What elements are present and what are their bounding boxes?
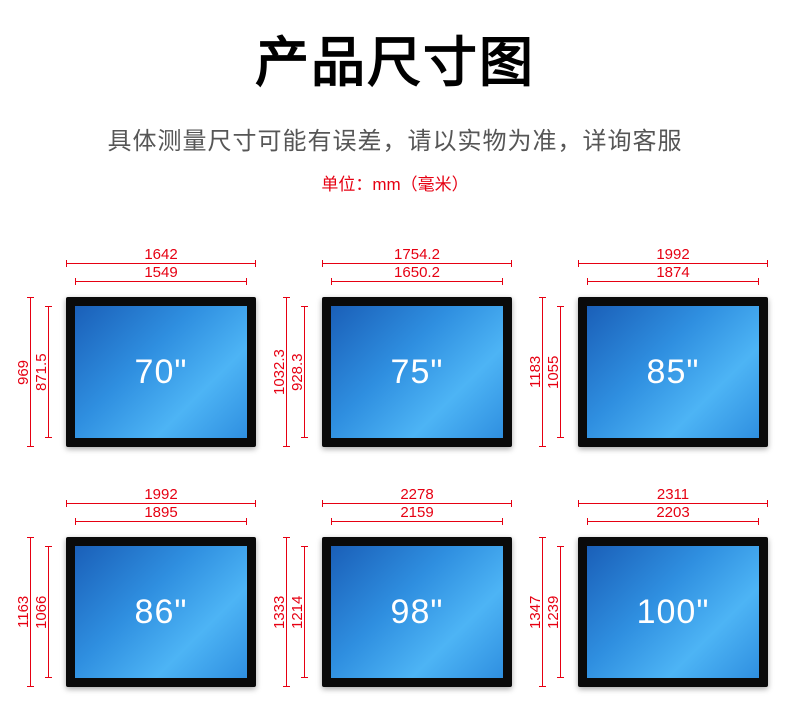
size-cell: 1992 1874 1183 1055 85" xyxy=(534,257,768,447)
screen-display: 85" xyxy=(587,306,759,438)
inner-width-label: 1549 xyxy=(66,266,256,280)
screen-size-label: 85" xyxy=(647,353,700,392)
screen-display: 98" xyxy=(331,546,503,678)
inner-width-label: 2203 xyxy=(578,506,768,520)
screen-bezel: 75" xyxy=(322,297,512,447)
width-dimensions: 2311 2203 xyxy=(578,497,768,537)
screen-size-label: 70" xyxy=(135,353,188,392)
outer-width-label: 1992 xyxy=(578,248,768,262)
outer-height-label: 1032.3 xyxy=(273,297,287,447)
outer-height-label: 1333 xyxy=(273,537,287,687)
screen-display: 75" xyxy=(331,306,503,438)
size-cell: 1992 1895 1163 1066 86" xyxy=(22,497,256,687)
page-title: 产品尺寸图 xyxy=(0,18,790,97)
inner-height-label: 1055 xyxy=(547,297,561,447)
size-cell: 2311 2203 1347 1239 100" xyxy=(534,497,768,687)
width-dimensions: 1754.2 1650.2 xyxy=(322,257,512,297)
height-dimensions: 1347 1239 xyxy=(534,537,578,687)
header: 产品尺寸图 具体测量尺寸可能有误差，请以实物为准，详询客服 单位：mm（毫米） xyxy=(0,0,790,195)
height-dimensions: 1333 1214 xyxy=(278,537,322,687)
outer-width-label: 1754.2 xyxy=(322,248,512,262)
height-dimensions: 969 871.5 xyxy=(22,297,66,447)
height-dimensions: 1032.3 928.3 xyxy=(278,297,322,447)
outer-height-label: 1347 xyxy=(529,537,543,687)
inner-width-label: 1874 xyxy=(578,266,768,280)
outer-height-label: 969 xyxy=(17,297,31,447)
screen-display: 100" xyxy=(587,546,759,678)
screen-bezel: 85" xyxy=(578,297,768,447)
inner-width-label: 2159 xyxy=(322,506,512,520)
width-dimensions: 2278 2159 xyxy=(322,497,512,537)
screen-display: 86" xyxy=(75,546,247,678)
screen-bezel: 98" xyxy=(322,537,512,687)
screen-bezel: 70" xyxy=(66,297,256,447)
size-grid: 1642 1549 969 871.5 70" 1754.2 xyxy=(0,195,790,687)
screen-bezel: 86" xyxy=(66,537,256,687)
outer-width-label: 1642 xyxy=(66,248,256,262)
inner-height-label: 1214 xyxy=(291,537,305,687)
outer-width-label: 2311 xyxy=(578,488,768,502)
inner-height-label: 1239 xyxy=(547,537,561,687)
outer-width-label: 1992 xyxy=(66,488,256,502)
inner-width-label: 1650.2 xyxy=(322,266,512,280)
screen-display: 70" xyxy=(75,306,247,438)
screen-size-label: 75" xyxy=(391,353,444,392)
height-dimensions: 1163 1066 xyxy=(22,537,66,687)
outer-width-label: 2278 xyxy=(322,488,512,502)
inner-height-label: 1066 xyxy=(35,537,49,687)
unit-label: 单位：mm（毫米） xyxy=(0,170,790,195)
size-cell: 1642 1549 969 871.5 70" xyxy=(22,257,256,447)
inner-height-label: 928.3 xyxy=(291,297,305,447)
size-cell: 1754.2 1650.2 1032.3 928.3 75" xyxy=(278,257,512,447)
width-dimensions: 1642 1549 xyxy=(66,257,256,297)
inner-width-label: 1895 xyxy=(66,506,256,520)
screen-bezel: 100" xyxy=(578,537,768,687)
width-dimensions: 1992 1895 xyxy=(66,497,256,537)
inner-height-label: 871.5 xyxy=(35,297,49,447)
screen-size-label: 100" xyxy=(637,593,710,632)
size-cell: 2278 2159 1333 1214 98" xyxy=(278,497,512,687)
screen-size-label: 86" xyxy=(135,593,188,632)
height-dimensions: 1183 1055 xyxy=(534,297,578,447)
screen-size-label: 98" xyxy=(391,593,444,632)
width-dimensions: 1992 1874 xyxy=(578,257,768,297)
subtitle: 具体测量尺寸可能有误差，请以实物为准，详询客服 xyxy=(0,121,790,156)
outer-height-label: 1183 xyxy=(529,297,543,447)
outer-height-label: 1163 xyxy=(17,537,31,687)
